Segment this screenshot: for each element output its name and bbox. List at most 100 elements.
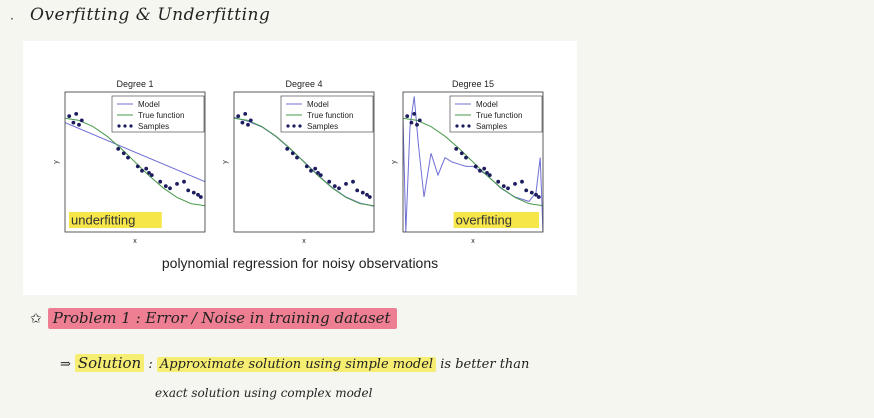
chart-panel-2: Degree 4 x y Model True function Samples <box>222 79 375 245</box>
legend-true-label: True function <box>138 111 184 120</box>
sample-point <box>412 112 417 116</box>
sample-point <box>313 166 318 171</box>
legend-samples-label: Samples <box>138 122 169 131</box>
sample-point <box>351 179 355 184</box>
legend-box <box>111 95 205 133</box>
model-line <box>65 122 205 183</box>
sample-point <box>415 122 419 127</box>
sample-point <box>417 118 422 123</box>
annotation-highlight <box>453 212 539 228</box>
y-axis-label: y <box>222 160 229 164</box>
sample-point <box>186 188 191 193</box>
sample-point <box>454 147 459 151</box>
sample-point <box>496 179 501 184</box>
legend: Model True function Samples <box>111 95 205 133</box>
true-function-line <box>65 117 205 207</box>
sample-point <box>77 122 81 127</box>
legend: Model True function Samples <box>280 95 374 133</box>
star-icon: ✩ <box>30 311 42 327</box>
legend-samples-label: Samples <box>307 122 338 131</box>
problem-line: ✩ Problem 1 : Error / Noise in training d… <box>30 308 397 329</box>
legend-true-label: True function <box>476 111 522 120</box>
sample-point <box>405 114 410 118</box>
regression-plots: Degree 1 x y underfitting Model True function… <box>53 79 544 245</box>
legend-samples-dot <box>467 124 471 128</box>
sample-point <box>140 168 144 173</box>
sample-point <box>529 190 534 195</box>
sample-point <box>67 114 72 118</box>
sample-point <box>126 155 130 160</box>
sample-point <box>309 168 313 173</box>
x-axis-label: x <box>302 238 306 245</box>
sample-point <box>116 147 121 151</box>
sample-point <box>337 186 341 191</box>
sample-point <box>304 164 309 169</box>
legend-model-label: Model <box>138 100 160 109</box>
sample-point <box>534 192 538 197</box>
sample-point <box>473 164 478 169</box>
sample-point <box>243 112 248 116</box>
sample-point <box>344 182 348 186</box>
legend-box <box>280 95 374 133</box>
figure-caption: polynomial regression for noisy observat… <box>161 255 439 271</box>
sample-point <box>464 155 468 160</box>
plot-frame <box>64 91 206 233</box>
sample-point <box>327 179 332 184</box>
solution-line: ⇒ Solution : Approximate solution using s… <box>60 354 529 372</box>
sample-point <box>295 155 299 160</box>
plot-frame <box>402 91 544 233</box>
sample-point <box>175 182 179 186</box>
x-axis-label: x <box>133 238 137 245</box>
sample-point <box>196 192 200 197</box>
legend-samples-dot <box>286 124 290 128</box>
sample-point <box>478 168 482 173</box>
sample-point <box>332 184 337 189</box>
annotation-highlight <box>69 212 162 228</box>
legend-box <box>449 95 543 133</box>
sample-point <box>513 182 517 186</box>
sample-point <box>360 190 365 195</box>
sample-point <box>163 184 168 189</box>
solution-colon: : <box>144 357 157 372</box>
sample-point <box>135 164 140 169</box>
chart-title: Degree 1 <box>116 79 153 89</box>
y-axis-label: y <box>391 160 398 164</box>
sample-point <box>520 179 524 184</box>
sample-point <box>147 171 151 175</box>
sample-point <box>482 166 487 171</box>
sample-point <box>191 190 196 195</box>
legend-model-label: Model <box>307 100 329 109</box>
legend-samples-dot <box>129 124 133 128</box>
sample-point <box>367 195 372 199</box>
annotation-underfitting: underfitting <box>71 213 135 228</box>
implies-arrow-icon: ⇒ <box>60 357 71 372</box>
solution-line-2: exact solution using complex model <box>155 386 373 400</box>
sample-point <box>409 120 414 125</box>
solution-rest: is better than <box>436 357 530 372</box>
legend: Model True function Samples <box>449 95 543 133</box>
annotation-overfitting: overfitting <box>456 213 512 228</box>
legend-samples-dot <box>292 124 296 128</box>
solution-highlight: Approximate solution using simple model <box>156 357 437 372</box>
sample-point <box>121 151 126 156</box>
plot-frame <box>233 91 375 233</box>
sample-point <box>285 147 290 151</box>
sample-point <box>506 186 510 191</box>
legend-samples-dot <box>123 124 127 128</box>
x-axis-label: x <box>471 238 475 245</box>
sample-point <box>182 179 186 184</box>
legend-samples-label: Samples <box>476 122 507 131</box>
chart-panel-3: Degree 15 x y overfitting Model True function… <box>391 79 544 245</box>
sample-point <box>198 195 203 199</box>
sample-point <box>524 188 529 193</box>
problem-text: Problem 1 : Error / Noise in training da… <box>47 308 397 329</box>
sample-point <box>365 192 369 197</box>
sample-point <box>485 171 489 175</box>
model-line <box>403 96 543 232</box>
bullet-dot: · <box>10 12 14 26</box>
regression-figure: Degree 1 x y underfitting Model True function… <box>23 41 577 295</box>
sample-point <box>316 171 320 175</box>
sample-point <box>236 114 241 118</box>
legend-samples-dot <box>461 124 465 128</box>
sample-point <box>290 151 295 156</box>
